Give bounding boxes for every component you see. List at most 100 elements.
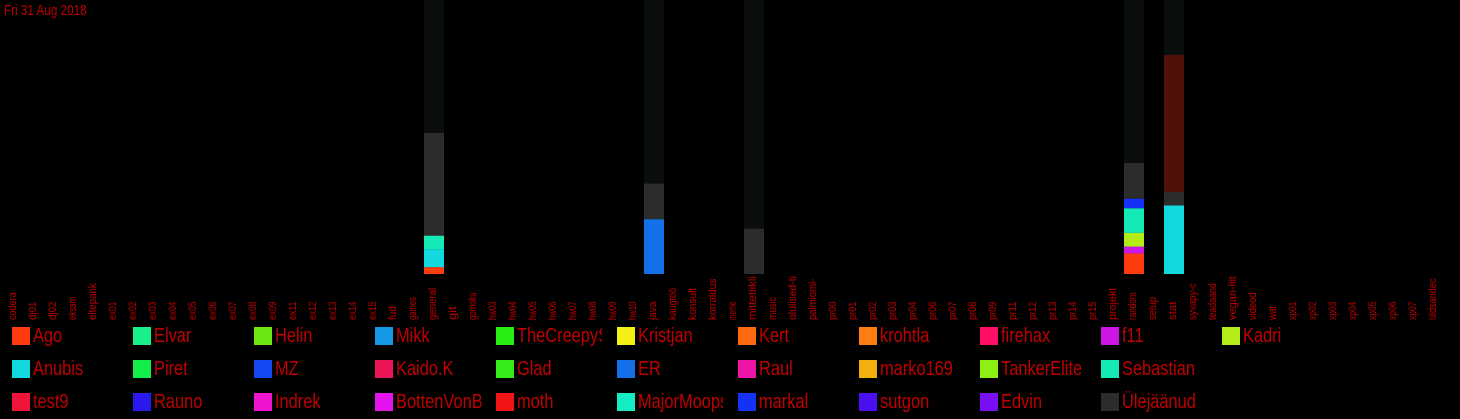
legend-swatch xyxy=(738,360,756,378)
bar-general-Sebastian xyxy=(424,235,444,250)
x-tick-label: setup xyxy=(1147,297,1159,320)
x-tick-label: pr06 xyxy=(927,302,939,320)
legend-label: Kristjan xyxy=(638,324,693,347)
x-tick-label: pr14 xyxy=(1067,302,1079,320)
legend-label: Kaido.K xyxy=(396,357,454,380)
x-tick-label: pr04 xyxy=(907,302,919,320)
legend-swatch xyxy=(496,327,514,345)
legend-swatch xyxy=(1222,327,1240,345)
legend-item: Kadri xyxy=(1222,325,1347,347)
x-tick-label: ex01 xyxy=(107,302,119,320)
legend-item: krohtla xyxy=(859,325,984,347)
x-tick-label: ex06 xyxy=(207,302,219,320)
x-tick-label: hw03 xyxy=(487,302,499,320)
x-tick-label: java xyxy=(647,301,659,321)
x-tick-label: vegan-liit xyxy=(1227,276,1239,320)
legend-swatch xyxy=(12,327,30,345)
legend-swatch xyxy=(12,360,30,378)
legend-swatch xyxy=(859,360,877,378)
x-tick-label: xp05 xyxy=(1367,302,1379,320)
legend-item: marko169 xyxy=(859,358,984,380)
legend-swatch xyxy=(617,327,635,345)
x-tick-label: pr03 xyxy=(887,302,899,320)
legend-label: sutgon xyxy=(880,390,930,413)
legend-item: Glad xyxy=(496,358,621,380)
x-tick-label: wat xyxy=(1267,306,1279,321)
x-tick-label: ex08 xyxy=(247,302,259,320)
legend-swatch xyxy=(375,393,393,411)
x-tick-label: syvapy-c xyxy=(1187,283,1199,320)
legend-item: Mikk xyxy=(375,324,500,347)
x-tick-label: hw10 xyxy=(627,302,639,320)
x-tick-label: hw09 xyxy=(607,302,619,320)
x-tick-label: pr01 xyxy=(847,302,859,320)
x-tick-label: teadaand xyxy=(1207,283,1219,320)
legend-label: TheCreepySh xyxy=(517,324,602,347)
x-tick-label: pr15 xyxy=(1087,302,1099,320)
legend-item: Elvar xyxy=(133,325,258,347)
legend-swatch xyxy=(496,360,514,378)
legend-label: ER xyxy=(638,357,661,380)
x-tick-label: palmiomi- xyxy=(807,278,819,320)
x-tick-label: eksam xyxy=(67,297,79,320)
x-tick-label: hw05 xyxy=(527,302,539,320)
legend-item: Helin xyxy=(254,324,379,347)
legend-swatch xyxy=(980,393,998,411)
legend-item: Anubis xyxy=(12,358,137,380)
legend-item: Piret xyxy=(133,358,258,380)
legend-item: Kert xyxy=(738,324,863,347)
legend-label: test9 xyxy=(33,390,69,413)
legend-label: Kert xyxy=(759,324,790,347)
x-tick-label: ex07 xyxy=(227,302,239,320)
bar-mittetiikli-Ülejäänud xyxy=(744,228,764,274)
x-tick-label: pr00 xyxy=(827,302,839,320)
x-tick-label: olulised-ti xyxy=(787,276,799,320)
x-tick-label: gomoku xyxy=(467,292,479,320)
legend-item: Sebastian xyxy=(1101,357,1226,380)
x-tick-label: hw07 xyxy=(567,302,579,320)
legend-item: TheCreepySh xyxy=(496,324,621,347)
bar-random-Ülejäänud xyxy=(1124,163,1144,199)
x-tick-label: dj01 xyxy=(27,302,39,320)
legend-swatch xyxy=(496,393,514,411)
x-tick-label: xp01 xyxy=(1287,302,1299,320)
legend-swatch xyxy=(980,327,998,345)
x-tick-label: ex12 xyxy=(307,302,319,320)
x-tick-label: ex13 xyxy=(327,302,339,320)
legend-label: TankerElite xyxy=(1001,357,1083,380)
x-tick-label: ex04 xyxy=(167,302,179,320)
bar-general-Ülejäänud xyxy=(424,132,444,236)
x-tick-label: üldsandec xyxy=(1427,278,1439,320)
x-tick-label: git xyxy=(447,306,459,320)
legend-label: Mikk xyxy=(396,324,430,347)
x-tick-label: general xyxy=(427,288,439,320)
legend-item: f11 xyxy=(1101,325,1226,347)
legend-swatch xyxy=(617,360,635,378)
legend-item: Kaido.K xyxy=(375,357,500,380)
x-tick-label: xp07 xyxy=(1407,302,1419,320)
legend-label: firehax xyxy=(1001,324,1051,347)
legend-item: Rauno xyxy=(133,390,258,413)
legend-label: Helin xyxy=(275,324,313,347)
legend-swatch xyxy=(12,393,30,411)
legend-label: MajorMoopsy xyxy=(638,390,723,413)
legend-swatch xyxy=(375,327,393,345)
legend-label: Sebastian xyxy=(1122,357,1195,380)
chart-date: Fri 31 Aug 2018 xyxy=(4,2,87,19)
legend-swatch xyxy=(1101,393,1119,411)
bar-stat-Anubis xyxy=(1164,205,1184,274)
legend-label: BottenVonBot xyxy=(396,390,481,413)
bar-general-Ago xyxy=(424,267,444,274)
legend-item: Edvin xyxy=(980,391,1105,413)
x-tick-label: pr12 xyxy=(1027,302,1039,320)
legend-swatch xyxy=(859,393,877,411)
x-tick-label: pr11 xyxy=(1007,302,1019,320)
x-tick-label: hw08 xyxy=(587,302,599,320)
legend-label: Rauno xyxy=(154,390,203,413)
x-tick-label: music xyxy=(767,297,779,320)
legend-swatch xyxy=(1101,327,1119,345)
x-tick-label: xp06 xyxy=(1387,302,1399,320)
x-tick-label: ex03 xyxy=(147,302,159,320)
legend-item: moth xyxy=(496,391,621,413)
legend-item: BottenVonBot xyxy=(375,390,500,413)
